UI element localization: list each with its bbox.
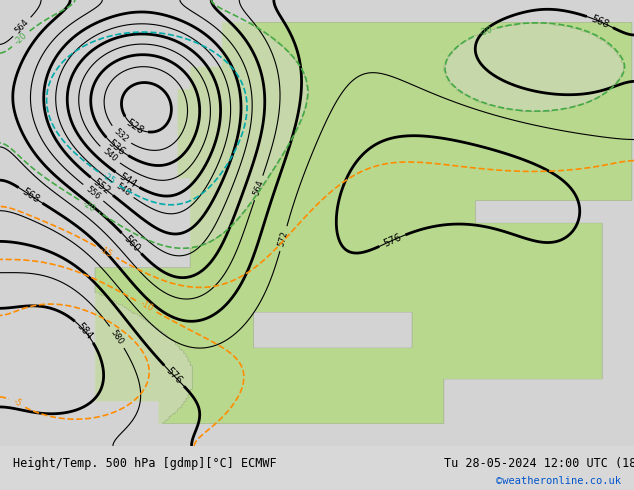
Text: 568: 568 <box>20 186 41 205</box>
Text: -15: -15 <box>98 245 114 259</box>
Text: -20: -20 <box>81 199 97 214</box>
Text: 580: 580 <box>109 328 125 346</box>
Text: Height/Temp. 500 hPa [gdmp][°C] ECMWF: Height/Temp. 500 hPa [gdmp][°C] ECMWF <box>13 457 276 470</box>
Text: 544: 544 <box>117 171 138 190</box>
Text: 536: 536 <box>107 138 127 157</box>
Text: 584: 584 <box>75 321 94 342</box>
Text: 564: 564 <box>13 18 30 36</box>
Text: 560: 560 <box>122 233 141 253</box>
Text: 540: 540 <box>101 147 119 164</box>
Text: -20: -20 <box>13 31 29 47</box>
Text: -25: -25 <box>100 171 116 186</box>
Text: Tu 28-05-2024 12:00 UTC (18+90): Tu 28-05-2024 12:00 UTC (18+90) <box>444 457 634 470</box>
Text: 568: 568 <box>590 13 611 30</box>
Text: 576: 576 <box>164 366 184 386</box>
Text: 548: 548 <box>114 182 132 198</box>
Text: 572: 572 <box>277 230 290 247</box>
Text: -20: -20 <box>478 25 493 38</box>
Text: 564: 564 <box>252 179 266 197</box>
Text: 532: 532 <box>112 127 130 144</box>
Text: 528: 528 <box>124 118 145 136</box>
Text: ©weatheronline.co.uk: ©weatheronline.co.uk <box>496 476 621 486</box>
Text: -5: -5 <box>11 397 23 409</box>
Text: 556: 556 <box>84 184 102 201</box>
Text: 552: 552 <box>91 176 112 196</box>
Text: -10: -10 <box>138 299 155 314</box>
Text: 576: 576 <box>382 232 403 249</box>
